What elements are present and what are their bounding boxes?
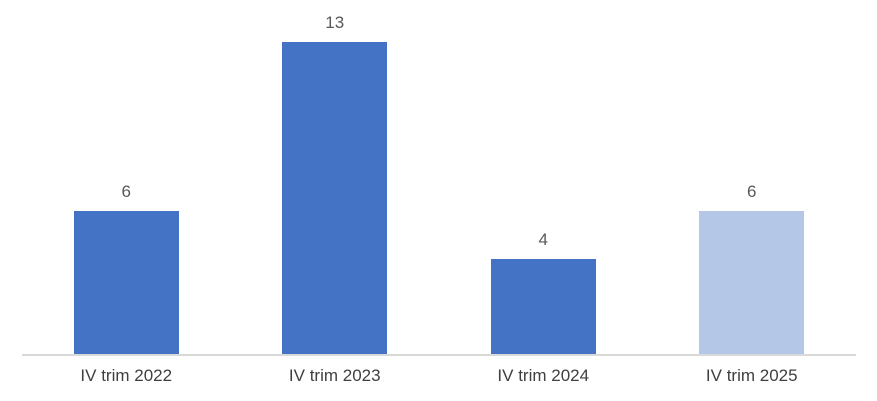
bar-series-point [490,259,596,355]
bar-slot: 13 [231,13,440,355]
bar-series-point [282,42,388,355]
category-label: IV trim 2023 [288,366,381,385]
plot-area: 6 13 4 6 [22,0,856,355]
bar-series-point [73,211,179,355]
x-axis-category-labels: IV trim 2022 IV trim 2023 IV trim 2024 IV t… [22,365,856,386]
bar-value-label: 6 [747,182,757,201]
bar-slot: 6 [648,182,857,355]
category-label: IV trim 2022 [80,366,173,385]
bar-value-label: 4 [538,230,548,249]
category-label: IV trim 2025 [705,366,798,385]
bar-value-label: 13 [325,13,345,32]
bar-value-label: 6 [121,182,131,201]
category-label: IV trim 2024 [497,366,590,385]
bar-series-point [699,211,805,355]
bar-slot: 6 [22,182,231,355]
x-axis-line [22,354,856,356]
bar-slot: 4 [439,230,648,355]
